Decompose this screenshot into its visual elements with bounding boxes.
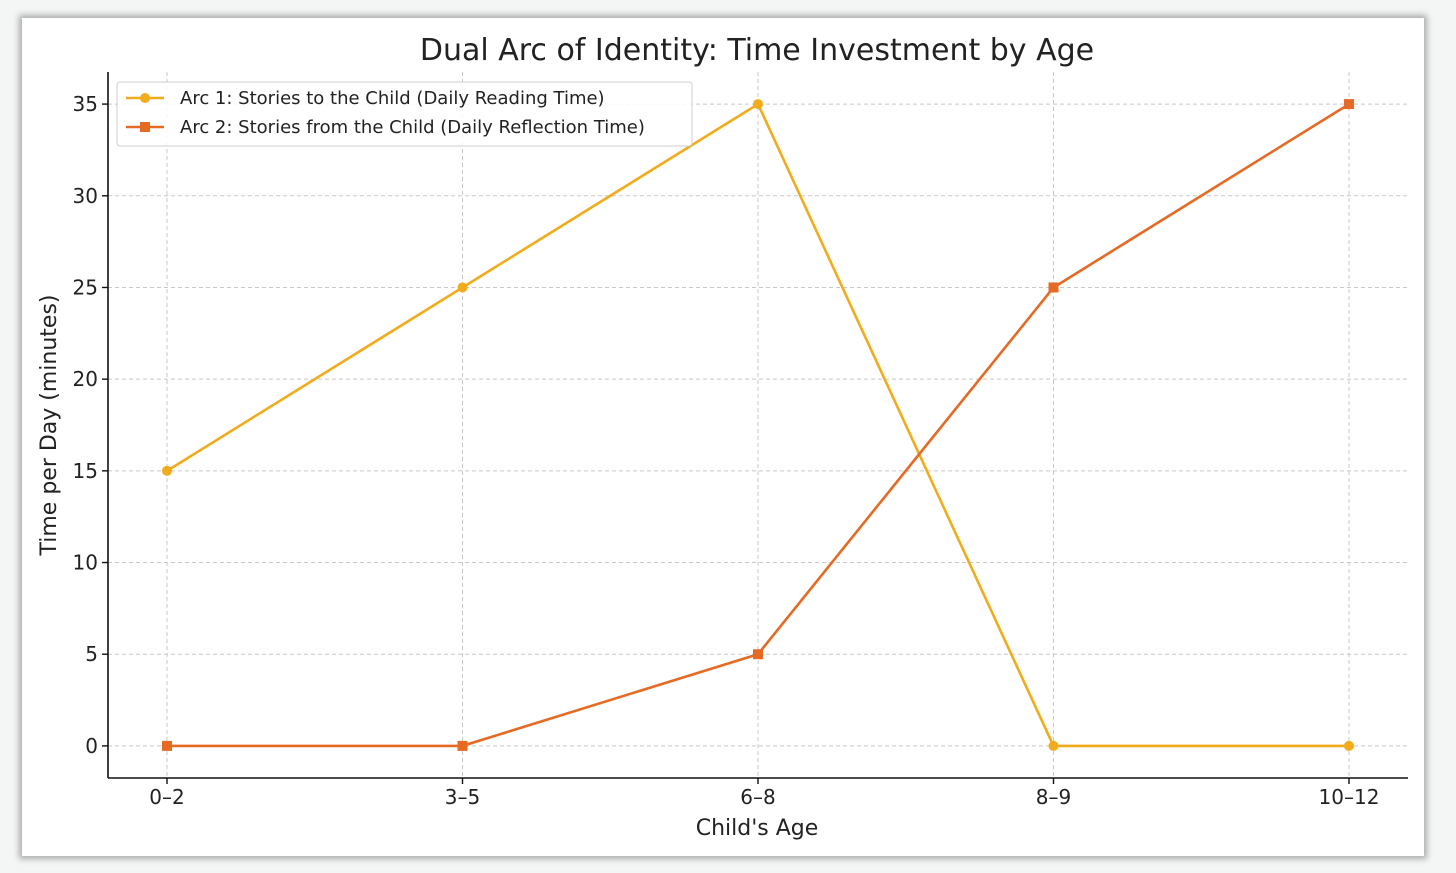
x-tick-label: 3–5 (445, 785, 480, 809)
series-arc-2 (162, 99, 1354, 751)
data-point (1048, 740, 1059, 751)
y-tick-label: 30 (73, 184, 98, 208)
x-ticks: 0–2 3–5 6–8 8–9 10–12 (149, 778, 1379, 809)
data-point (1344, 99, 1354, 110)
y-tick-label: 0 (85, 734, 98, 758)
y-tick-label: 20 (73, 367, 98, 391)
data-point (1048, 282, 1059, 293)
y-axis-label: Time per Day (minutes) (37, 294, 62, 556)
grid-lines (108, 72, 1408, 778)
y-tick-label: 5 (85, 642, 98, 666)
x-tick-label: 6–8 (740, 785, 775, 809)
legend-label-arc-2: Arc 2: Stories from the Child (Daily Ref… (180, 117, 645, 138)
y-tick-label: 15 (73, 459, 98, 483)
chart-title: Dual Arc of Identity: Time Investment by… (420, 33, 1094, 68)
legend-box (116, 81, 693, 147)
data-point (753, 649, 763, 660)
y-tick-label: 25 (73, 275, 98, 299)
line-chart: 0 5 10 15 20 25 30 35 0–2 3–5 6–8 8–9 10–12 Dual Ar… (37, 33, 1408, 841)
y-tick-label: 10 (73, 551, 98, 575)
data-point (1344, 740, 1354, 751)
x-tick-label: 0–2 (149, 785, 184, 809)
data-point (162, 740, 172, 751)
series-layer (162, 99, 1354, 751)
y-tick-label: 35 (73, 92, 98, 116)
chart-frame: 0 5 10 15 20 25 30 35 0–2 3–5 6–8 8–9 10–12 Dual Ar… (22, 18, 1424, 856)
data-point (753, 99, 763, 110)
x-axis-label: Child's Age (696, 816, 819, 841)
legend-label-arc-1: Arc 1: Stories to the Child (Daily Readi… (180, 88, 605, 109)
legend-marker-arc-1 (140, 93, 150, 103)
x-tick-label: 8–9 (1036, 785, 1071, 809)
y-ticks: 0 5 10 15 20 25 30 35 (73, 92, 108, 758)
legend-marker-arc-2 (140, 122, 150, 132)
x-tick-label: 10–12 (1319, 785, 1380, 809)
series-arc-1 (162, 99, 1354, 751)
data-point (457, 740, 468, 751)
data-point (457, 282, 468, 293)
data-point (162, 465, 172, 476)
legend: Arc 1: Stories to the Child (Daily Readi… (116, 81, 693, 147)
